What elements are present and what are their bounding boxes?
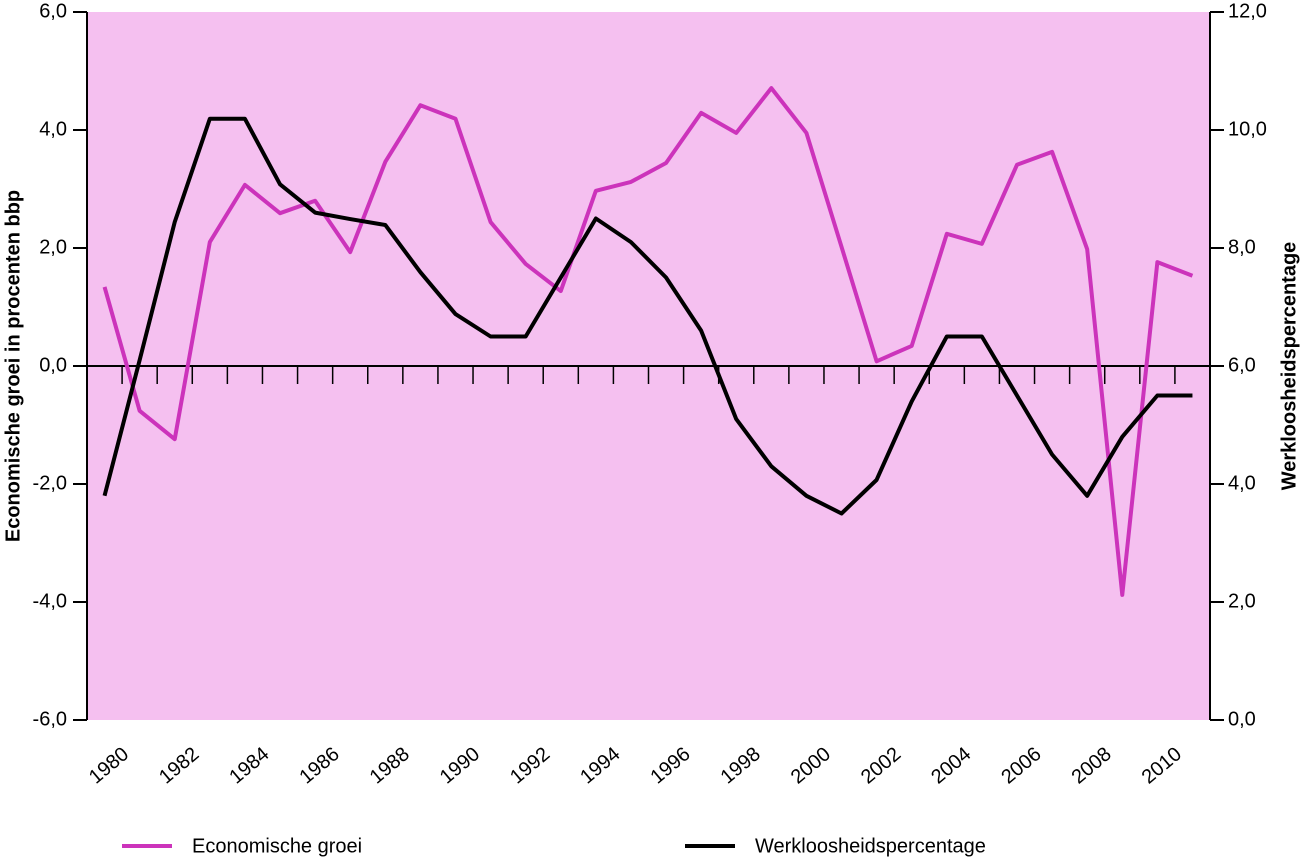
x-tick-label: 1988 [366,743,414,788]
x-tick-label: 1982 [155,743,203,788]
y-tick-label: -2,0 [33,472,67,494]
x-tick-label: 2006 [997,743,1045,788]
x-tick-label: 1986 [295,743,343,788]
y2-tick-label: 12,0 [1228,0,1267,22]
y2-tick-label: 2,0 [1228,590,1256,612]
y-tick-label: 2,0 [39,236,67,258]
x-tick-label: 2008 [1068,743,1116,788]
y-tick-label: -6,0 [33,708,67,730]
y-tick-label: 6,0 [39,0,67,22]
y2-axis-title: Werkloosheidspercentage [1278,242,1300,491]
y2-tick-label: 10,0 [1228,118,1267,140]
x-tick-label: 1984 [225,743,273,788]
x-tick-label: 1980 [85,743,133,788]
series-line [102,116,1193,516]
x-tick-label: 1990 [436,743,484,788]
x-tick-label: 2010 [1138,743,1186,788]
y-tick-label: -4,0 [33,590,67,612]
x-tick-label: 1994 [576,743,624,788]
y-tick-label: 4,0 [39,118,67,140]
x-tick-label: 2002 [857,743,905,788]
x-tick-label: 2000 [787,743,835,788]
y2-tick-label: 6,0 [1228,354,1256,376]
x-tick-label: 1992 [506,743,554,788]
y2-tick-label: 4,0 [1228,472,1256,494]
series-line [102,86,1194,597]
x-tick-label: 1996 [646,743,694,788]
y-axis-title: Economische groei in procenten bbp [2,190,24,542]
legend-label: Werkloosheidspercentage [755,835,986,857]
x-tick-label: 2004 [927,743,975,788]
y2-tick-label: 8,0 [1228,236,1256,258]
legend-label: Economische groei [192,835,362,857]
y-tick-label: 0,0 [39,354,67,376]
y2-tick-label: 0,0 [1228,708,1256,730]
x-tick-label: 1998 [717,743,765,788]
